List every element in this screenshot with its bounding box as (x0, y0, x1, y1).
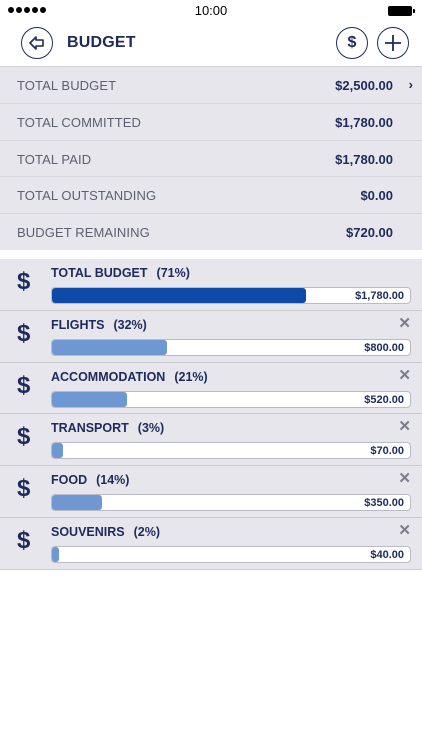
plus-icon (385, 35, 401, 51)
progress-fill (52, 495, 103, 511)
summary-label: BUDGET REMAINING (17, 225, 150, 241)
close-icon[interactable]: ✕ (398, 521, 411, 539)
budget-summary: TOTAL BUDGET $2,500.00 › TOTAL COMMITTED… (0, 66, 422, 251)
item-amount: $1,780.00 (355, 290, 404, 302)
close-icon[interactable]: ✕ (398, 366, 411, 384)
dollar-icon: $ (17, 423, 31, 451)
summary-row-total-paid: TOTAL PAID $1,780.00 (0, 141, 422, 178)
item-amount: $70.00 (370, 445, 404, 458)
dollar-icon: $ (17, 268, 31, 295)
item-label: TOTAL BUDGET (71%) (51, 266, 190, 280)
budget-item-transport[interactable]: $ TRANSPORT (3%) ✕ $70.00 (0, 414, 422, 467)
budget-category-list: $ TOTAL BUDGET (71%) $1,780.00 $ FLIGHTS(… (0, 259, 422, 570)
item-amount: $520.00 (364, 393, 404, 406)
item-label: TRANSPORT (3%) (51, 421, 165, 436)
summary-label: TOTAL OUTSTANDING (17, 188, 157, 204)
item-label: SOUVENIRS (2%) (51, 524, 161, 539)
budget-item-food[interactable]: $ FOOD (14%) ✕ $350.00 (0, 466, 422, 518)
dollar-icon: $ (347, 34, 357, 51)
progress-bar: $1,780.00 (51, 287, 411, 304)
item-label: FLIGHTS (32%) (51, 317, 147, 332)
summary-label: TOTAL COMMITTED (17, 114, 142, 130)
item-label: ACCOMMODATION (21%) (51, 369, 208, 384)
summary-row-total-budget[interactable]: TOTAL BUDGET $2,500.00 › (0, 67, 422, 104)
progress-fill (52, 339, 167, 355)
add-budget-item-button[interactable] (377, 27, 409, 59)
currency-button[interactable]: $ (336, 27, 368, 59)
dollar-icon: $ (17, 319, 31, 347)
status-time: 10:00 (194, 3, 228, 18)
dollar-icon: $ (17, 371, 31, 399)
close-icon[interactable]: ✕ (398, 314, 411, 332)
dollar-icon: $ (17, 475, 31, 503)
item-amount: $800.00 (364, 341, 404, 354)
battery-icon (388, 6, 415, 16)
item-label: FOOD (14%) (51, 473, 130, 488)
progress-fill (52, 391, 128, 407)
chevron-right-icon: › (408, 77, 413, 92)
item-amount: $40.00 (370, 548, 404, 561)
section-divider (0, 250, 422, 259)
nav-bar: BUDGET $ (0, 22, 422, 66)
dollar-icon: $ (17, 526, 31, 554)
progress-bar: $800.00 (51, 338, 411, 356)
close-icon[interactable]: ✕ (398, 418, 411, 436)
summary-value: $2,500.00 (335, 78, 393, 93)
summary-value: $720.00 (346, 225, 393, 241)
close-icon[interactable]: ✕ (398, 470, 411, 488)
summary-row-total-outstanding: TOTAL OUTSTANDING $0.00 (0, 177, 422, 215)
progress-bar: $520.00 (51, 390, 411, 408)
summary-value: $0.00 (360, 188, 393, 204)
budget-item-total[interactable]: $ TOTAL BUDGET (71%) $1,780.00 (0, 259, 422, 311)
progress-bar: $350.00 (51, 494, 411, 512)
summary-label: TOTAL BUDGET (17, 78, 117, 93)
progress-bar: $40.00 (51, 545, 411, 563)
item-amount: $350.00 (364, 497, 404, 510)
summary-value: $1,780.00 (335, 151, 393, 167)
back-button[interactable] (21, 27, 53, 59)
status-bar: 10:00 (0, 0, 422, 22)
page-title: BUDGET (67, 34, 136, 51)
budget-item-souvenirs[interactable]: $ SOUVENIRS (2%) ✕ $40.00 (0, 517, 422, 570)
progress-fill (52, 288, 307, 303)
summary-value: $1,780.00 (335, 114, 393, 130)
back-arrow-icon (29, 36, 44, 50)
progress-bar: $70.00 (51, 442, 411, 460)
signal-strength-icon (8, 7, 46, 13)
summary-row-budget-remaining: BUDGET REMAINING $720.00 (0, 214, 422, 251)
summary-label: TOTAL PAID (17, 151, 92, 167)
summary-row-total-committed: TOTAL COMMITTED $1,780.00 (0, 104, 422, 141)
budget-item-accommodation[interactable]: $ ACCOMMODATION (21%) ✕ $520.00 (0, 362, 422, 415)
progress-fill (52, 443, 63, 459)
progress-fill (52, 546, 60, 562)
budget-item-flights[interactable]: $ FLIGHTS (32%) ✕ $800.00 (0, 310, 422, 363)
